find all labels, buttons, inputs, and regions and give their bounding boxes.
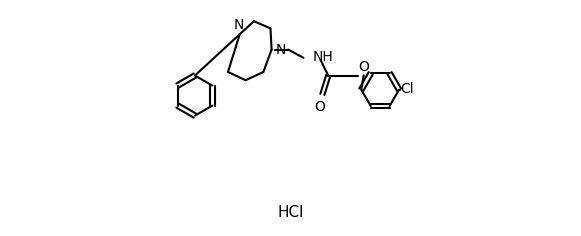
Text: N: N [275,42,285,57]
Text: Cl: Cl [400,82,414,96]
Text: N: N [234,18,244,32]
Text: HCl: HCl [277,205,304,220]
Text: O: O [358,60,370,74]
Text: O: O [314,100,325,114]
Text: NH: NH [313,50,333,64]
